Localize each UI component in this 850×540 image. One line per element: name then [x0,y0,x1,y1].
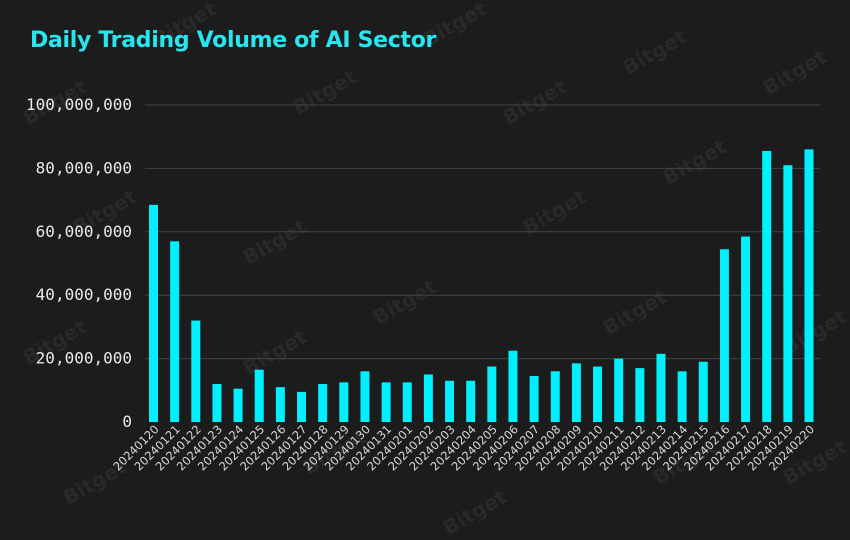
chart-title: Daily Trading Volume of AI Sector [30,28,437,53]
bar [360,371,370,422]
bar [571,363,581,422]
x-axis-ticks: 2024012020240121202401222024012320240124… [110,422,817,473]
bar [719,249,729,422]
bar [635,368,645,422]
y-axis-ticks: 0 20,000,000 40,000,000 60,000,000 80,000,00… [26,95,132,431]
bar [402,382,412,422]
y-tick-label: 80,000,000 [36,158,132,177]
bar [445,380,455,422]
bar [191,320,201,422]
y-tick-label: 40,000,000 [36,285,132,304]
bar [170,241,180,422]
bar [318,383,328,422]
y-tick-label: 0 [122,412,132,431]
bar [677,371,687,422]
bar [381,382,391,422]
bar [275,387,285,422]
bar [212,383,222,422]
bar [762,150,772,422]
bar [487,366,497,422]
bar [529,376,539,422]
bar [550,371,560,422]
bar [149,204,158,422]
y-tick-label: 100,000,000 [26,95,132,114]
bar [741,236,751,422]
bar [508,350,518,422]
bars [149,149,814,423]
bar [783,165,793,423]
y-tick-label: 20,000,000 [36,349,132,368]
bar [614,358,624,422]
bar [233,388,243,422]
bar [297,391,307,422]
bar [339,382,349,422]
bar [698,361,708,422]
bar [254,369,264,422]
bar [593,366,603,422]
bar [466,380,476,422]
bar [656,353,666,422]
bar [423,374,433,422]
y-tick-label: 60,000,000 [36,222,132,241]
bar [804,149,814,422]
gridlines [145,104,820,360]
